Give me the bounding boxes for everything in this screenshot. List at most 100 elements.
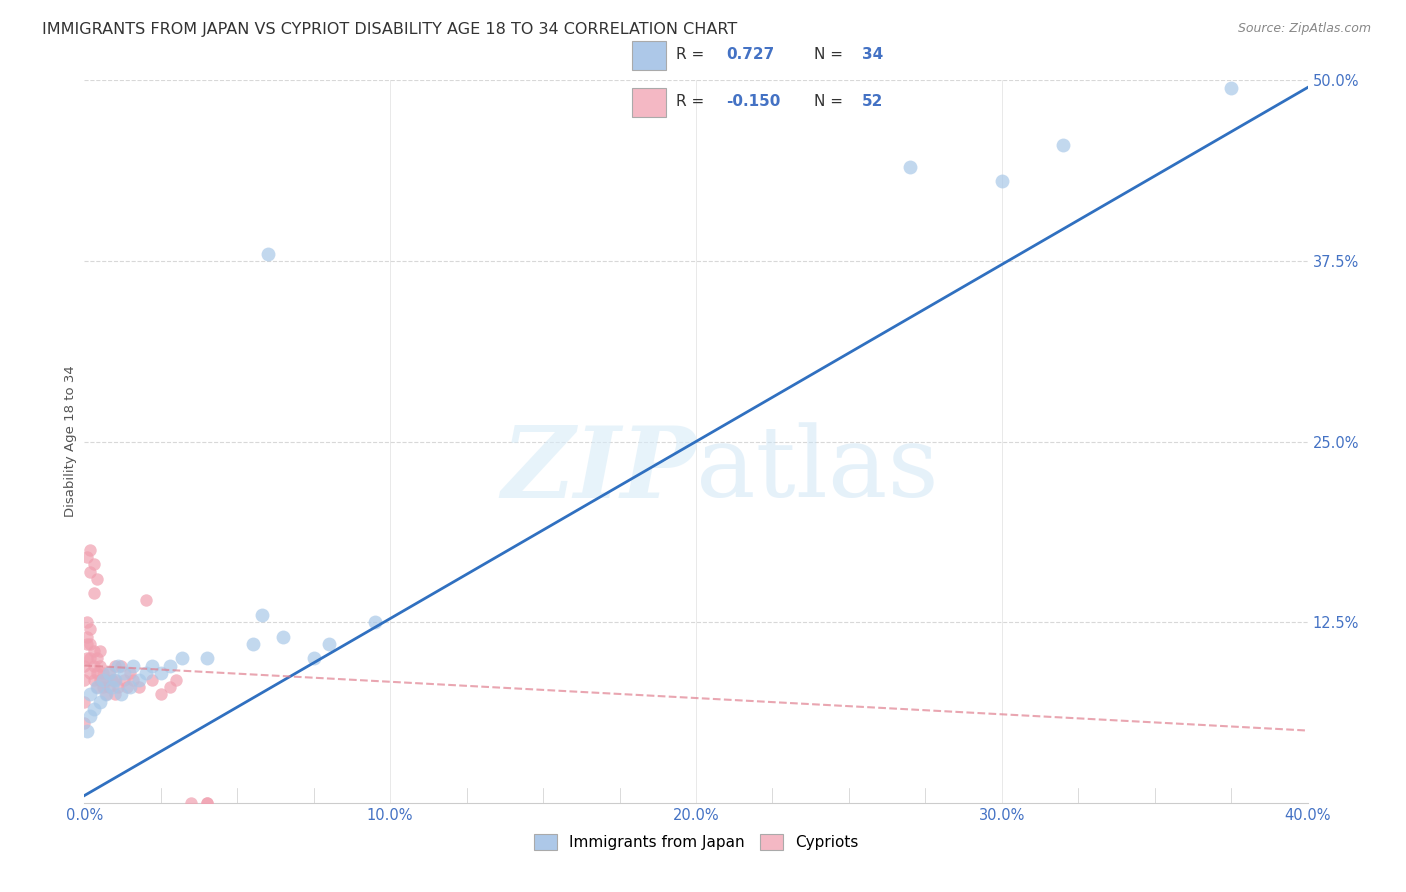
- Point: [1052, 138, 1074, 153]
- Point: [94, 687, 117, 701]
- Point: [104, 687, 127, 701]
- Point: [73, 673, 96, 687]
- Point: [79, 665, 101, 680]
- Point: [83, 702, 105, 716]
- Point: [83, 586, 105, 600]
- Point: [73, 658, 96, 673]
- Text: N =: N =: [814, 95, 848, 109]
- Point: [364, 615, 387, 630]
- Y-axis label: Disability Age 18 to 34: Disability Age 18 to 34: [65, 366, 77, 517]
- Point: [83, 658, 105, 673]
- Point: [112, 673, 135, 687]
- Point: [149, 665, 172, 680]
- Point: [135, 665, 157, 680]
- Legend: Immigrants from Japan, Cypriots: Immigrants from Japan, Cypriots: [527, 829, 865, 856]
- Point: [76, 615, 98, 630]
- Point: [79, 687, 101, 701]
- Point: [257, 246, 280, 260]
- Point: [107, 680, 129, 694]
- Point: [172, 651, 194, 665]
- Point: [991, 174, 1014, 188]
- Point: [1220, 80, 1243, 95]
- Point: [135, 593, 157, 607]
- Point: [76, 630, 98, 644]
- Point: [97, 665, 120, 680]
- Bar: [633, 41, 666, 70]
- Point: [79, 542, 101, 557]
- Point: [83, 644, 105, 658]
- Point: [91, 673, 114, 687]
- Bar: [633, 88, 666, 117]
- Point: [242, 637, 264, 651]
- Point: [195, 796, 218, 810]
- Text: 34: 34: [862, 47, 883, 62]
- Point: [110, 687, 132, 701]
- Point: [86, 680, 108, 694]
- Point: [73, 695, 96, 709]
- Point: [141, 658, 163, 673]
- Point: [165, 673, 187, 687]
- Point: [250, 607, 273, 622]
- Text: IMMIGRANTS FROM JAPAN VS CYPRIOT DISABILITY AGE 18 TO 34 CORRELATION CHART: IMMIGRANTS FROM JAPAN VS CYPRIOT DISABIL…: [42, 22, 737, 37]
- Point: [128, 680, 150, 694]
- Point: [128, 673, 150, 687]
- Point: [97, 665, 120, 680]
- Point: [76, 637, 98, 651]
- Point: [79, 637, 101, 651]
- Point: [91, 680, 114, 694]
- Text: N =: N =: [814, 47, 848, 62]
- Point: [101, 680, 124, 694]
- Text: ZIP: ZIP: [501, 422, 696, 518]
- Point: [89, 695, 111, 709]
- Point: [83, 673, 105, 687]
- Text: Source: ZipAtlas.com: Source: ZipAtlas.com: [1237, 22, 1371, 36]
- Point: [112, 665, 135, 680]
- Point: [898, 160, 921, 174]
- Point: [79, 651, 101, 665]
- Point: [101, 673, 124, 687]
- Point: [141, 673, 163, 687]
- Point: [79, 709, 101, 723]
- Point: [76, 550, 98, 565]
- Point: [76, 723, 98, 738]
- Point: [86, 665, 108, 680]
- Point: [94, 687, 117, 701]
- Point: [89, 644, 111, 658]
- Text: R =: R =: [676, 47, 709, 62]
- Point: [86, 651, 108, 665]
- Text: -0.150: -0.150: [727, 95, 780, 109]
- Point: [195, 796, 218, 810]
- Point: [107, 658, 129, 673]
- Point: [89, 673, 111, 687]
- Point: [110, 658, 132, 673]
- Point: [104, 658, 127, 673]
- Point: [318, 637, 340, 651]
- Point: [86, 680, 108, 694]
- Point: [83, 558, 105, 572]
- Text: atlas: atlas: [696, 423, 939, 518]
- Point: [91, 665, 114, 680]
- Point: [94, 673, 117, 687]
- Point: [302, 651, 325, 665]
- Point: [271, 630, 294, 644]
- Point: [115, 680, 138, 694]
- Point: [86, 572, 108, 586]
- Text: 52: 52: [862, 95, 883, 109]
- Point: [122, 658, 145, 673]
- Point: [76, 651, 98, 665]
- Point: [120, 680, 142, 694]
- Point: [104, 673, 127, 687]
- Point: [159, 680, 181, 694]
- Point: [122, 673, 145, 687]
- Point: [195, 651, 218, 665]
- Point: [180, 796, 202, 810]
- Point: [73, 716, 96, 731]
- Point: [149, 687, 172, 701]
- Point: [159, 658, 181, 673]
- Point: [89, 658, 111, 673]
- Point: [79, 565, 101, 579]
- Text: R =: R =: [676, 95, 709, 109]
- Point: [120, 665, 142, 680]
- Point: [97, 680, 120, 694]
- Point: [79, 623, 101, 637]
